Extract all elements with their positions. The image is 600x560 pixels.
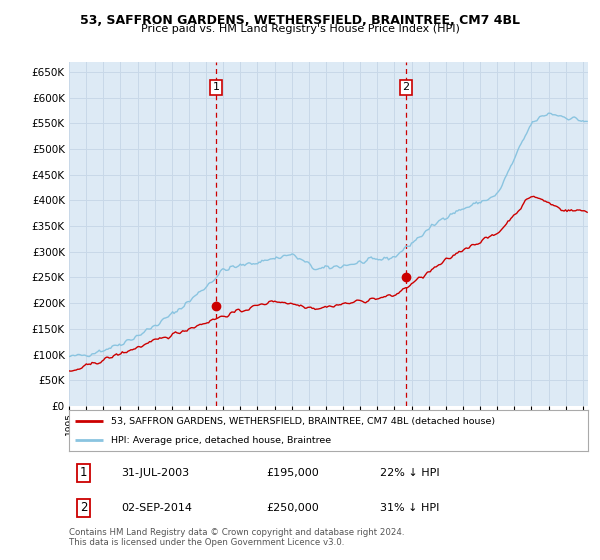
Text: 2: 2: [403, 82, 409, 92]
Text: 53, SAFFRON GARDENS, WETHERSFIELD, BRAINTREE, CM7 4BL (detached house): 53, SAFFRON GARDENS, WETHERSFIELD, BRAIN…: [110, 417, 494, 426]
Text: HPI: Average price, detached house, Braintree: HPI: Average price, detached house, Brai…: [110, 436, 331, 445]
Text: Price paid vs. HM Land Registry's House Price Index (HPI): Price paid vs. HM Land Registry's House …: [140, 24, 460, 34]
Text: 53, SAFFRON GARDENS, WETHERSFIELD, BRAINTREE, CM7 4BL: 53, SAFFRON GARDENS, WETHERSFIELD, BRAIN…: [80, 14, 520, 27]
Text: 31-JUL-2003: 31-JUL-2003: [121, 468, 189, 478]
Text: £250,000: £250,000: [266, 503, 319, 513]
Text: 2: 2: [80, 501, 87, 515]
Text: 1: 1: [80, 466, 87, 479]
Text: 02-SEP-2014: 02-SEP-2014: [121, 503, 192, 513]
Text: 31% ↓ HPI: 31% ↓ HPI: [380, 503, 440, 513]
Text: Contains HM Land Registry data © Crown copyright and database right 2024.
This d: Contains HM Land Registry data © Crown c…: [69, 528, 404, 548]
Text: 22% ↓ HPI: 22% ↓ HPI: [380, 468, 440, 478]
Text: 1: 1: [212, 82, 220, 92]
Text: £195,000: £195,000: [266, 468, 319, 478]
